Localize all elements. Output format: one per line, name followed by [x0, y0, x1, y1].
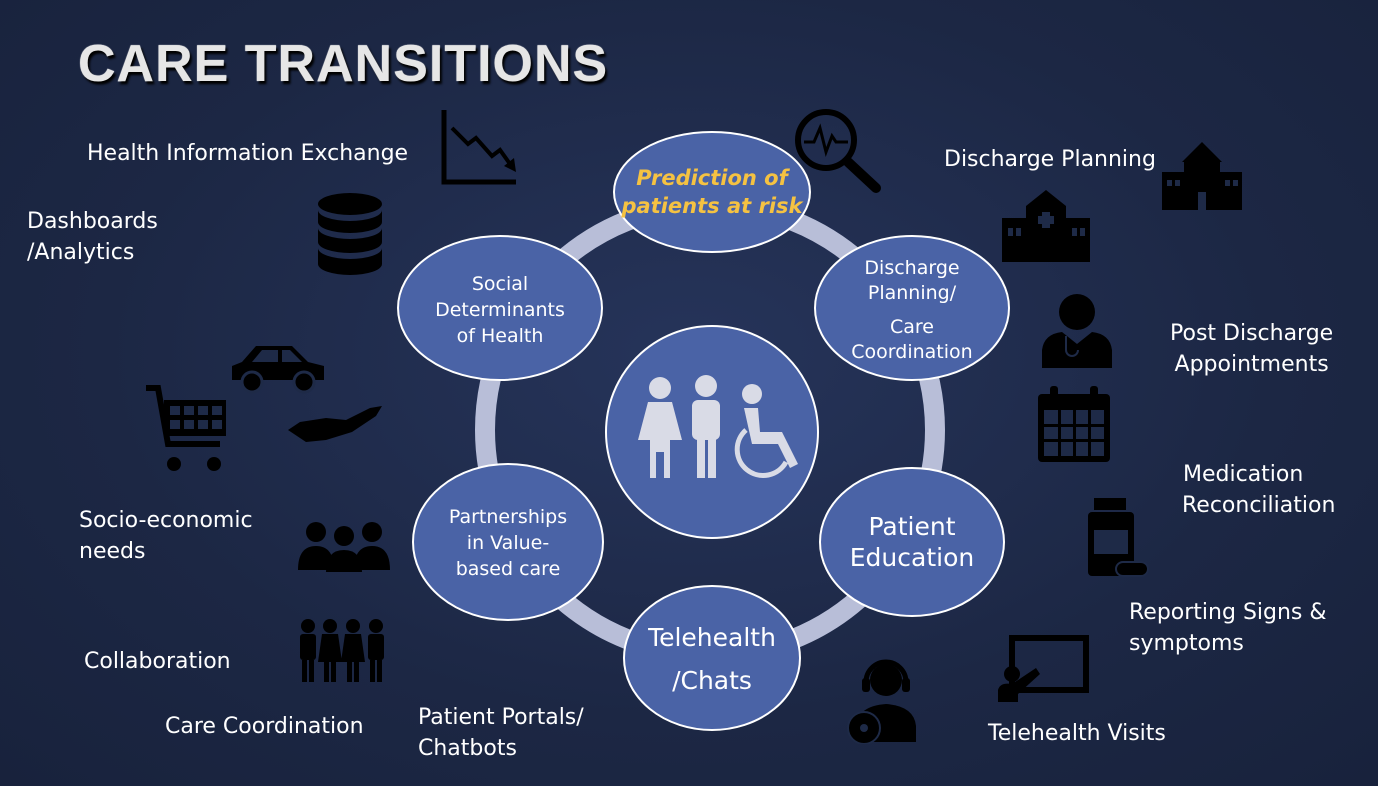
school-building-icon [1162, 142, 1242, 210]
shopping-cart-icon [146, 385, 226, 471]
node-discharge [814, 235, 1010, 381]
page-title: CARE TRANSITIONS [78, 35, 609, 93]
car-icon [232, 346, 324, 394]
node-discharge-label: Discharge Planning/ Care Coordination [851, 256, 973, 363]
label-telehealth-visits: Telehealth Visits [988, 721, 1166, 746]
node-partnerships-label: Partnerships in Value- based care [448, 506, 568, 580]
node-education [819, 467, 1005, 617]
label-med-rec: Medication Reconciliation [1182, 462, 1336, 518]
headset-agent-icon [847, 659, 916, 744]
label-collaboration: Collaboration [84, 649, 231, 674]
node-social-label: Social Determinants of Health [435, 273, 565, 347]
label-socio: Socio-economic needs [79, 508, 253, 564]
magnifier-pulse-icon [795, 109, 881, 193]
node-education-label: Patient Education [849, 512, 975, 572]
node-telehealth-label: Telehealth /Chats [648, 623, 776, 695]
label-care-coordination: Care Coordination [165, 714, 364, 739]
group-people-icon [298, 522, 390, 572]
label-portals: Patient Portals/ Chatbots [418, 705, 584, 761]
node-prediction [613, 131, 811, 253]
calendar-icon [1038, 386, 1110, 462]
hospital-icon [1002, 190, 1090, 262]
label-discharge-planning: Discharge Planning [944, 147, 1156, 172]
team-people-icon [300, 619, 384, 682]
people-wheelchair-icon [638, 375, 798, 478]
presentation-board-icon [998, 635, 1089, 702]
database-icon [318, 193, 382, 275]
doctor-icon [1042, 294, 1112, 368]
node-prediction-label: Prediction of patients at risk [621, 166, 803, 218]
medicine-bottle-icon [1088, 498, 1149, 577]
helping-hand-icon [288, 406, 382, 442]
label-dashboards: Dashboards /Analytics [27, 209, 158, 265]
node-social [397, 235, 603, 381]
node-telehealth [623, 585, 801, 731]
label-post-discharge: Post Discharge Appointments [1170, 321, 1334, 377]
node-partnerships [412, 463, 604, 621]
label-hie: Health Information Exchange [87, 141, 409, 166]
label-signs: Reporting Signs & symptoms [1129, 600, 1327, 656]
declining-chart-icon [441, 110, 516, 185]
